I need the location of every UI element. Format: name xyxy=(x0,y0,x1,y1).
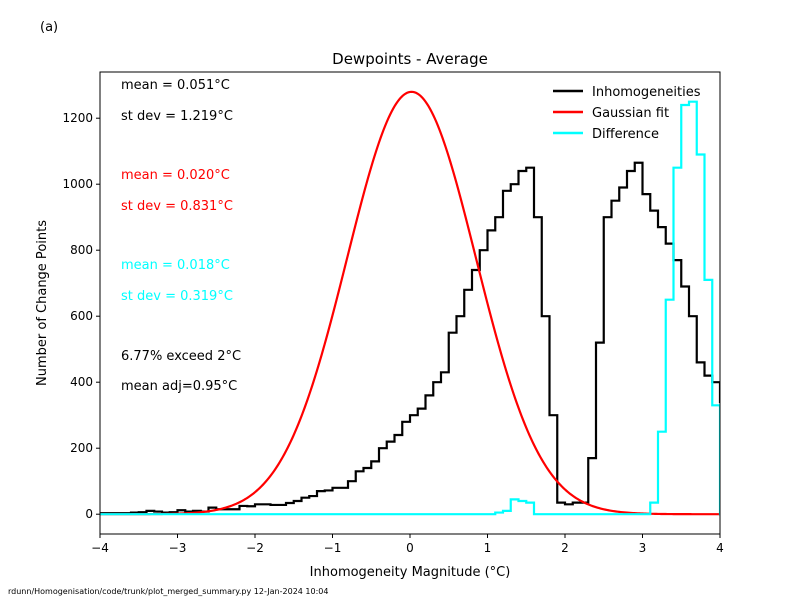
plot-frame xyxy=(99,71,721,535)
y-tick-label: 1200 xyxy=(62,111,93,125)
y-tick-label: 400 xyxy=(70,375,93,389)
stat-annotation: st dev = 0.831°C xyxy=(121,199,233,214)
y-axis: 0 200 400 600 800 1000 1200 xyxy=(62,111,100,521)
x-tick-label: 3 xyxy=(639,541,647,555)
y-tick-label: 1000 xyxy=(62,177,93,191)
x-tick-label: −1 xyxy=(324,541,342,555)
y-tick-label: 200 xyxy=(70,441,93,455)
x-tick-label: 0 xyxy=(406,541,414,555)
x-tick-label: 4 xyxy=(716,541,724,555)
y-tick-label: 600 xyxy=(70,309,93,323)
x-tick-label: −4 xyxy=(91,541,109,555)
series-line-gaussian-fit xyxy=(100,90,720,516)
chart-title: Dewpoints - Average xyxy=(332,50,488,68)
x-axis-label: Inhomogeneity Magnitude (°C) xyxy=(310,565,511,580)
plot-area xyxy=(100,90,720,516)
legend-label: Gaussian fit xyxy=(592,106,669,121)
panel-label: (a) xyxy=(40,20,58,35)
x-axis: −4 −3 −2 −1 0 1 2 3 4 xyxy=(91,534,724,555)
x-tick-label: −3 xyxy=(169,541,187,555)
legend-label: Inhomogeneities xyxy=(592,85,701,100)
stat-annotation: mean = 0.051°C xyxy=(121,78,230,93)
series-line-inhomogeneities xyxy=(100,161,720,515)
x-tick-label: 1 xyxy=(484,541,492,555)
y-tick-label: 800 xyxy=(70,243,93,257)
series-line-difference xyxy=(100,100,720,516)
x-tick-label: 2 xyxy=(561,541,569,555)
stats-annotations: mean = 0.051°C st dev = 1.219°C mean = 0.0… xyxy=(121,78,241,394)
y-axis-label: Number of Change Points xyxy=(35,220,50,386)
stat-annotation: mean = 0.018°C xyxy=(121,258,230,273)
stat-annotation: 6.77% exceed 2°C xyxy=(121,349,241,364)
stat-annotation: mean = 0.020°C xyxy=(121,168,230,183)
stat-annotation: st dev = 1.219°C xyxy=(121,109,233,124)
stat-annotation: st dev = 0.319°C xyxy=(121,289,233,304)
y-tick-label: 0 xyxy=(85,507,93,521)
x-tick-label: −2 xyxy=(246,541,264,555)
legend-label: Difference xyxy=(592,127,659,142)
stat-annotation: mean adj=0.95°C xyxy=(121,379,237,394)
legend: Inhomogeneities Gaussian fit Difference xyxy=(553,85,701,142)
footer-text: rdunn/Homogenisation/code/trunk/plot_mer… xyxy=(8,587,328,596)
